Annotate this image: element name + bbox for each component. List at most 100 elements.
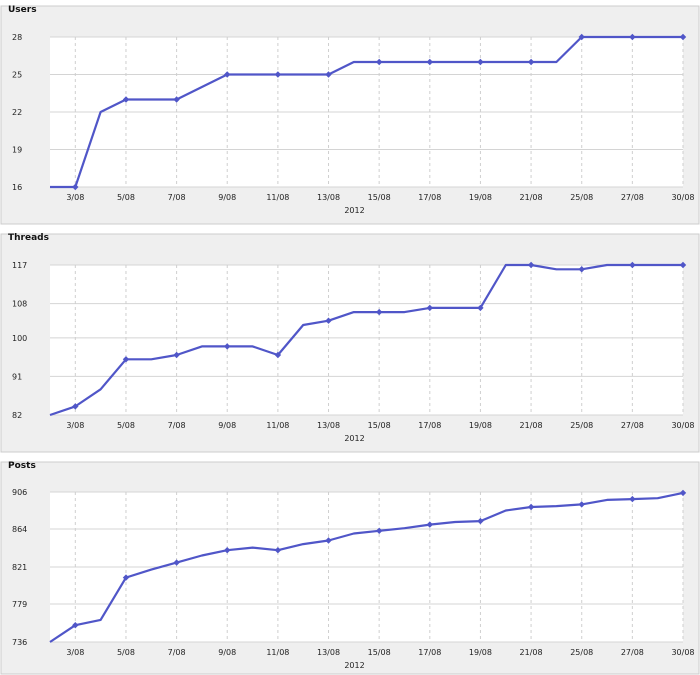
x-tick-label: 15/08 <box>368 648 391 657</box>
data-point <box>629 495 636 503</box>
data-point <box>629 261 636 269</box>
y-tick-label: 108 <box>12 300 27 309</box>
x-axis-label: 2012 <box>344 434 364 443</box>
data-point <box>477 304 484 312</box>
data-point <box>72 403 79 410</box>
x-tick-label: 21/08 <box>520 421 543 430</box>
x-tick-label: 19/08 <box>469 421 492 430</box>
data-point <box>426 58 433 66</box>
users-series-line <box>50 35 683 189</box>
posts-chart-panel: Posts 736 779 821 864 906 3/08 5/08 7/08 9/08 11/0… <box>0 456 700 675</box>
data-point <box>122 356 130 363</box>
posts-series-line <box>49 491 684 643</box>
y-tick-label: 82 <box>12 411 22 420</box>
data-point <box>679 489 687 497</box>
users-chart: Users 16 19 22 25 28 3/08 5/08 7/08 9/08 11/08 13/0… <box>0 5 700 225</box>
x-tick-label: 3/08 <box>66 421 84 430</box>
data-point <box>477 58 484 66</box>
data-point <box>578 33 585 41</box>
x-tick-label: 5/08 <box>117 648 135 657</box>
data-point <box>578 501 585 508</box>
y-tick-label: 736 <box>12 638 27 647</box>
x-axis-label: 2012 <box>344 661 364 670</box>
plot-area <box>50 265 683 415</box>
x-tick-label: 30/08 <box>671 648 694 657</box>
data-point <box>173 351 180 359</box>
y-tick-label: 821 <box>12 563 27 572</box>
data-point <box>224 71 231 78</box>
x-tick-label: 9/08 <box>218 421 236 430</box>
y-tick-label: 117 <box>12 261 27 270</box>
data-point <box>578 266 585 273</box>
x-tick-label: 7/08 <box>168 193 186 202</box>
x-tick-label: 21/08 <box>520 648 543 657</box>
y-tick-label: 864 <box>12 525 27 534</box>
x-tick-label: 9/08 <box>218 193 236 202</box>
x-tick-label: 30/08 <box>671 421 694 430</box>
threads-chart: Threads 82 91 100 108 117 3/08 5/08 7/08 9/08 11/0… <box>0 233 700 453</box>
x-tick-label: 11/08 <box>266 193 289 202</box>
data-point <box>274 351 282 359</box>
data-point <box>325 537 332 544</box>
x-tick-label: 13/08 <box>317 421 340 430</box>
x-tick-label: 11/08 <box>266 648 289 657</box>
data-point <box>325 71 332 78</box>
data-point <box>173 96 180 103</box>
y-tick-label: 906 <box>12 488 27 497</box>
y-tick-label: 28 <box>12 33 22 42</box>
x-tick-label: 13/08 <box>317 648 340 657</box>
x-tick-label: 25/08 <box>570 421 593 430</box>
x-tick-label: 5/08 <box>117 193 135 202</box>
x-tick-label: 25/08 <box>570 648 593 657</box>
x-tick-label: 3/08 <box>66 193 84 202</box>
data-point <box>426 304 433 312</box>
x-tick-label: 19/08 <box>469 193 492 202</box>
x-tick-label: 11/08 <box>266 421 289 430</box>
x-tick-label: 15/08 <box>368 421 391 430</box>
y-tick-label: 16 <box>12 183 22 192</box>
x-tick-label: 17/08 <box>418 193 441 202</box>
data-point <box>527 503 535 511</box>
x-axis-label: 2012 <box>344 206 364 215</box>
y-tick-label: 100 <box>12 334 27 343</box>
x-tick-label: 27/08 <box>621 648 644 657</box>
data-point <box>224 343 231 350</box>
x-tick-label: 17/08 <box>418 648 441 657</box>
y-tick-label: 779 <box>12 600 27 609</box>
y-tick-label: 25 <box>12 71 22 80</box>
data-point <box>679 261 687 269</box>
users-chart-panel: Users 16 19 22 25 28 3/08 5/08 7/08 9/08 11/08 13/0… <box>0 0 700 225</box>
threads-chart-panel: Threads 82 91 100 108 117 3/08 5/08 7/08 9/08 11/0… <box>0 228 700 453</box>
y-tick-label: 91 <box>12 372 22 381</box>
x-tick-label: 5/08 <box>117 421 135 430</box>
data-point <box>72 183 79 191</box>
x-tick-label: 7/08 <box>168 648 186 657</box>
data-point <box>527 261 535 269</box>
data-point <box>527 58 535 66</box>
posts-chart: Posts 736 779 821 864 906 3/08 5/08 7/08 9/08 11/0… <box>0 461 700 675</box>
x-tick-label: 17/08 <box>418 421 441 430</box>
x-tick-label: 9/08 <box>218 648 236 657</box>
x-tick-label: 13/08 <box>317 193 340 202</box>
x-tick-label: 21/08 <box>520 193 543 202</box>
data-point <box>274 71 282 78</box>
x-tick-label: 7/08 <box>168 421 186 430</box>
x-tick-label: 3/08 <box>66 648 84 657</box>
y-tick-label: 22 <box>12 108 22 117</box>
x-tick-label: 27/08 <box>621 193 644 202</box>
chart-title: Users <box>8 5 37 15</box>
chart-title: Posts <box>8 461 36 471</box>
data-point <box>325 317 332 324</box>
x-tick-label: 27/08 <box>621 421 644 430</box>
x-tick-label: 19/08 <box>469 648 492 657</box>
data-point <box>376 58 383 66</box>
data-point <box>376 308 383 316</box>
x-tick-label: 15/08 <box>368 193 391 202</box>
threads-series-line <box>49 263 683 417</box>
chart-title: Threads <box>8 233 49 243</box>
x-tick-label: 25/08 <box>570 193 593 202</box>
data-point <box>122 96 130 103</box>
y-tick-label: 19 <box>12 146 22 155</box>
x-tick-label: 30/08 <box>671 193 694 202</box>
